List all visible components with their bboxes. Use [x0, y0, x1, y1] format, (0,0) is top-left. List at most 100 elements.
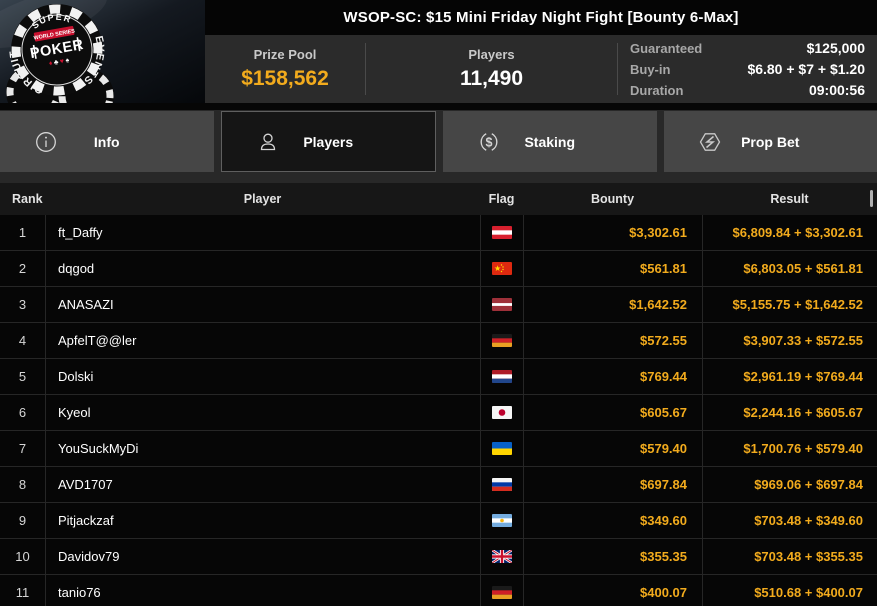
wsop-circuit-logo: SUPER CIRCUIT EVENTS WORLD SERIES POKER … — [0, 0, 205, 103]
cell-player: ft_Daffy — [45, 215, 480, 250]
cell-flag — [480, 215, 523, 250]
info-value: $6.80 + $7 + $1.20 — [747, 61, 865, 77]
tab-label: Staking — [524, 133, 576, 150]
prize-pool-label: Prize Pool — [253, 47, 317, 62]
info-row: Buy-in $6.80 + $7 + $1.20 — [630, 61, 865, 77]
cell-player: Kyeol — [45, 395, 480, 430]
cell-result: $1,700.76 + $579.40 — [702, 431, 877, 466]
cell-bounty: $349.60 — [523, 503, 702, 538]
cell-rank: 1 — [18, 225, 27, 240]
tab-bar: Info Players $ Staking Prop Bet — [0, 110, 877, 183]
info-icon — [34, 130, 58, 154]
cell-rank: 5 — [18, 369, 27, 384]
table-row[interactable]: 8 AVD1707 $697.84 $969.06 + $697.84 — [0, 467, 877, 503]
cell-rank: 11 — [15, 585, 30, 600]
logo-suits: ♦♣♥♠ — [48, 57, 70, 68]
tournament-info-panel: Guaranteed $125,000 Buy-in $6.80 + $7 + $1.… — [618, 35, 877, 103]
cell-result: $703.48 + $355.35 — [702, 539, 877, 574]
cell-player: Dolski — [45, 359, 480, 394]
cell-player: AVD1707 — [45, 467, 480, 502]
table-row[interactable]: 10 Davidov79 $355.35 $703.48 + $355.35 — [0, 539, 877, 575]
flag-germany-icon — [492, 334, 512, 347]
title-bar: WSOP-SC: $15 Mini Friday Night Fight [Bo… — [205, 0, 877, 35]
prize-pool-stat: Prize Pool $158,562 — [205, 35, 365, 103]
cell-result: $2,244.16 + $605.67 — [702, 395, 877, 430]
table-row[interactable]: 6 Kyeol $605.67 $2,244.16 + $605.67 — [0, 395, 877, 431]
tab-info[interactable]: Info — [0, 111, 214, 172]
tab-prop-bet[interactable]: Prop Bet — [663, 111, 877, 172]
flag-japan-icon — [492, 406, 512, 419]
table-row[interactable]: 4 ApfelT@@ler $572.55 $3,907.33 + $572.55 — [0, 323, 877, 359]
hex-bolt-icon — [698, 130, 722, 154]
cell-rank: 3 — [18, 297, 27, 312]
cell-player: ApfelT@@ler — [45, 323, 480, 358]
flag-netherlands-icon — [492, 370, 512, 383]
cell-player: YouSuckMyDi — [45, 431, 480, 466]
info-row: Duration 09:00:56 — [630, 82, 865, 98]
cell-bounty: $769.44 — [523, 359, 702, 394]
tab-label: Players — [303, 133, 354, 150]
flag-austria-icon — [492, 226, 512, 239]
cell-rank: 10 — [15, 549, 30, 564]
scrollbar-thumb[interactable] — [870, 190, 873, 207]
table-row[interactable]: 1 ft_Daffy $3,302.61 $6,809.84 + $3,302.61 — [0, 215, 877, 251]
cell-rank: 4 — [18, 333, 27, 348]
cell-flag — [480, 503, 523, 538]
flag-argentina-icon — [492, 514, 512, 527]
cell-flag — [480, 359, 523, 394]
stats-divider — [617, 43, 618, 95]
table-row[interactable]: 7 YouSuckMyDi $579.40 $1,700.76 + $579.40 — [0, 431, 877, 467]
cell-rank: 2 — [18, 261, 27, 276]
cell-flag: ★ — [480, 251, 523, 286]
info-label: Buy-in — [630, 61, 671, 77]
cell-player: Davidov79 — [45, 539, 480, 574]
tab-label: Info — [93, 133, 120, 150]
cell-result: $3,907.33 + $572.55 — [702, 323, 877, 358]
flag-latvia-icon — [492, 298, 512, 311]
cell-rank: 8 — [18, 477, 27, 492]
info-label: Guaranteed — [630, 40, 703, 56]
stats-bar: Prize Pool $158,562 Players 11,490 Guara… — [205, 35, 877, 103]
flag-china-icon: ★ — [492, 262, 512, 275]
cell-bounty: $400.07 — [523, 575, 702, 606]
info-row: Guaranteed $125,000 — [630, 40, 865, 56]
cell-player: Pitjackzaf — [45, 503, 480, 538]
cell-bounty: $697.84 — [523, 467, 702, 502]
players-table-body: 1 ft_Daffy $3,302.61 $6,809.84 + $3,302.61 2… — [0, 215, 877, 606]
tab-label: Prop Bet — [741, 133, 800, 150]
cell-rank: 7 — [18, 441, 27, 456]
cell-rank: 6 — [18, 405, 27, 420]
cell-bounty: $579.40 — [523, 431, 702, 466]
cell-player: tanio76 — [45, 575, 480, 606]
flag-russia-icon — [492, 478, 512, 491]
cell-player: ANASAZI — [45, 287, 480, 322]
cell-bounty: $605.67 — [523, 395, 702, 430]
dollar-circle-icon: $ — [477, 130, 501, 154]
stats-divider — [365, 43, 366, 95]
flag-germany-icon — [492, 586, 512, 599]
cell-result: $6,809.84 + $3,302.61 — [702, 215, 877, 250]
table-row[interactable]: 5 Dolski $769.44 $2,961.19 + $769.44 — [0, 359, 877, 395]
table-row[interactable]: 3 ANASAZI $1,642.52 $5,155.75 + $1,642.52 — [0, 287, 877, 323]
cell-result: $703.48 + $349.60 — [702, 503, 877, 538]
column-header-result: Result — [770, 192, 809, 206]
table-row[interactable]: 9 Pitjackzaf $349.60 $703.48 + $349.60 — [0, 503, 877, 539]
tab-players[interactable]: Players — [220, 111, 436, 172]
cell-flag — [480, 395, 523, 430]
table-row[interactable]: 11 tanio76 $400.07 $510.68 + $400.07 — [0, 575, 877, 606]
column-header-player: Player — [243, 192, 282, 206]
svg-text:★: ★ — [494, 264, 501, 273]
cell-bounty: $572.55 — [523, 323, 702, 358]
prize-pool-value: $158,562 — [241, 67, 329, 90]
table-row[interactable]: 2 dqgod ★ $561.81 $6,803.05 + $561.81 — [0, 251, 877, 287]
column-header-bounty: Bounty — [590, 192, 635, 206]
cell-result: $5,155.75 + $1,642.52 — [702, 287, 877, 322]
cell-rank: 9 — [18, 513, 27, 528]
cell-result: $6,803.05 + $561.81 — [702, 251, 877, 286]
cell-flag — [480, 431, 523, 466]
cell-flag — [480, 575, 523, 606]
cell-flag — [480, 287, 523, 322]
cell-result: $969.06 + $697.84 — [702, 467, 877, 502]
svg-text:$: $ — [486, 135, 493, 149]
tab-staking[interactable]: $ Staking — [443, 111, 657, 172]
